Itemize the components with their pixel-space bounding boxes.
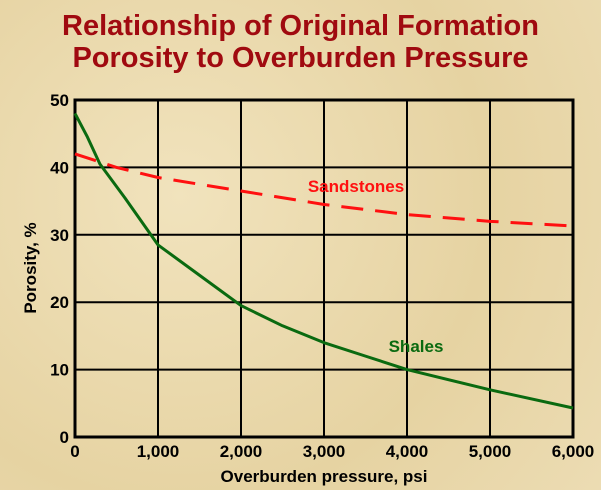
x-tick-label: 6,000 — [552, 442, 595, 461]
chart-title-line-2: Porosity to Overburden Pressure — [72, 42, 529, 74]
series-shales — [73, 112, 574, 410]
x-tick-label: 2,000 — [220, 442, 263, 461]
x-tick-label: 1,000 — [137, 442, 180, 461]
y-tick-label: 40 — [50, 158, 69, 177]
plot-frame — [73, 98, 575, 439]
y-axis-label: Porosity, % — [21, 222, 40, 313]
x-tick-label: 3,000 — [303, 442, 346, 461]
series-sandstones — [74, 152, 574, 228]
y-tick-label: 50 — [50, 91, 69, 110]
x-axis-label: Overburden pressure, psi — [221, 467, 428, 486]
y-tick-label: 0 — [60, 428, 69, 447]
chart-title-line-1: Relationship of Original Formation — [62, 10, 539, 42]
y-tick-label: 30 — [50, 226, 69, 245]
x-tick-label: 0 — [70, 442, 79, 461]
y-tick-label: 20 — [50, 293, 69, 312]
series-label-shales: Shales — [389, 337, 444, 356]
y-tick-label: 10 — [50, 361, 69, 380]
x-tick-label: 5,000 — [469, 442, 512, 461]
series-label-sandstones: Sandstones — [308, 177, 404, 196]
x-tick-label: 4,000 — [386, 442, 429, 461]
